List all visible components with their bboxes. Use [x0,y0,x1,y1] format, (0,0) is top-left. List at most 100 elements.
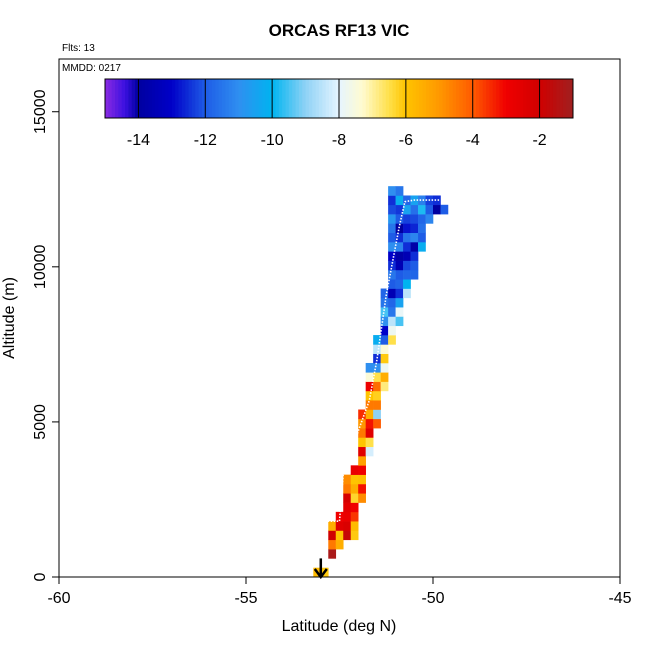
colorbar-segment [238,79,243,118]
colorbar-segment [522,79,527,118]
heatmap-cell [365,400,374,410]
colorbar-segment [312,79,317,118]
colorbar-segment [155,79,159,118]
heatmap-cell [328,530,337,541]
colorbar-segment [536,79,541,118]
heatmap-cell [358,483,366,494]
colorbar-segment [138,79,143,118]
colorbar-segment [108,79,113,118]
colorbar-segment [462,79,467,118]
heatmap-cell [410,269,419,280]
heatmap-cell [403,214,411,224]
colorbar-segment [252,79,256,118]
heatmap-cell [403,260,411,271]
colorbar-segment [395,79,400,118]
colorbar-segment [262,79,266,118]
colorbar-segment [379,79,383,118]
colorbar-segment [496,79,500,118]
heatmap-cell [365,446,374,457]
colorbar-segment [422,79,427,118]
colorbar-segment [258,79,263,118]
colorbar-segment [181,79,186,118]
colorbar-segment [509,79,514,118]
colorbar-segment [248,79,253,118]
heatmap-cell [343,521,352,531]
colorbar-segment [425,79,430,118]
colorbar-segment [355,79,360,118]
colorbar-segment [566,79,571,118]
heatmap-cell [373,418,381,429]
colorbar-segment [185,79,190,118]
colorbar-segment [178,79,183,118]
colorbar-segment [499,79,504,118]
heatmap-cell [343,511,352,522]
heatmap-cell [410,214,419,224]
heatmap-cell [388,335,396,345]
colorbar-segment [512,79,517,118]
colorbar-tick-label: -12 [194,132,217,149]
colorbar-segment [529,79,534,118]
colorbar-segment [445,79,450,118]
heatmap-cell [403,195,411,206]
heatmap-cell [350,465,359,475]
colorbar-segment [435,79,440,118]
colorbar-segment [161,79,166,118]
heatmap-cell [440,204,449,215]
heatmap-cell [328,521,337,531]
colorbar-segment [539,79,544,118]
colorbar-segment [552,79,557,118]
colorbar-segment [372,79,377,118]
heatmap-cell [328,549,337,559]
heatmap-cell [388,297,396,308]
heatmap-cell [388,204,396,215]
heatmap-cell [425,204,434,215]
colorbar-segment [549,79,554,118]
heatmap-cell [410,260,419,271]
heatmap-cell [388,232,396,243]
colorbar-segment [218,79,223,118]
colorbar-segment [165,79,170,118]
colorbar-segment [328,79,333,118]
heatmap-cell [373,344,381,354]
colorbar-segment [245,79,250,118]
colorbar-segment [322,79,327,118]
heatmap-cell [373,362,381,373]
colorbar-segment [352,79,357,118]
colorbar-segment [365,79,370,118]
colorbar-segment [225,79,230,118]
heatmap-cell [395,232,404,243]
heatmap-cell [388,307,396,317]
colorbar-segment [335,79,340,118]
colorbar-segment [399,79,404,118]
colorbar-segment [195,79,200,118]
colorbar-segment [472,79,477,118]
colorbar-segment [302,79,307,118]
colorbar-tick-label: -6 [399,132,413,149]
heatmap-cell [328,539,337,550]
heatmap-cell [358,437,366,448]
heatmap-cell [358,456,366,466]
colorbar-segment [459,79,464,118]
colorbar-segment [151,79,156,118]
colorbar-segment [211,79,216,118]
colorbar-segment [272,79,276,118]
heatmap-cell [388,279,396,289]
heatmap-cell [380,335,389,345]
heatmap-cell [343,483,352,494]
y-tick-label: 5000 [32,404,49,440]
heatmap-cell [350,521,359,531]
colorbar-tick-label: -14 [127,132,150,149]
colorbar-segment [105,79,109,118]
colorbar-segment [158,79,163,118]
colorbar-segment [215,79,220,118]
heatmap-cell [403,242,411,252]
colorbar-segment [171,79,176,118]
heatmap-cell [395,260,404,271]
heatmap-cell [365,428,374,438]
heatmap-cell [418,204,426,215]
colorbar-segment [359,79,363,118]
colorbar-segment [546,79,551,118]
y-tick-label: 15000 [32,89,49,134]
y-tick-label: 10000 [32,244,49,289]
colorbar-segment [278,79,283,118]
